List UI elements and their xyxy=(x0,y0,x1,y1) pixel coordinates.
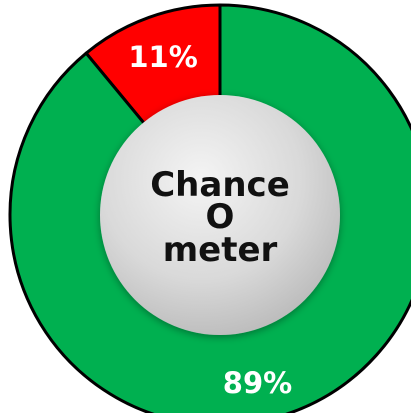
slice-label-89-percent: 89% xyxy=(223,366,292,400)
center-label-line-2: O xyxy=(206,197,235,237)
slice-label-11-percent: 11% xyxy=(128,40,197,74)
center-hub xyxy=(100,95,340,335)
slice-labels: 11% 89% xyxy=(128,40,292,400)
center-label-line-3: meter xyxy=(163,230,278,270)
center-label: Chance O meter xyxy=(150,165,290,270)
center-label-line-1: Chance xyxy=(150,165,290,205)
